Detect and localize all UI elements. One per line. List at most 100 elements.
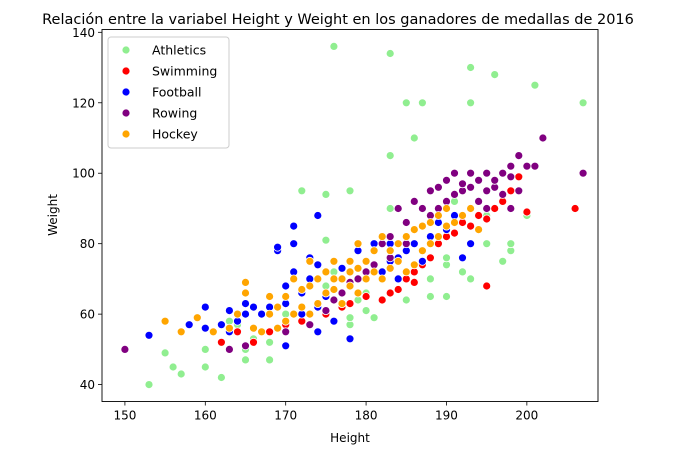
data-point-hockey-56 bbox=[442, 204, 451, 213]
data-point-swimming-11 bbox=[385, 288, 395, 298]
legend: Athletics Swimming Football Rowing Hockey bbox=[107, 36, 230, 149]
y-tick-label-120: 120 bbox=[72, 96, 95, 110]
data-point-athletics-36 bbox=[385, 49, 395, 58]
data-point-athletics-13 bbox=[265, 355, 275, 365]
data-point-rowing-33 bbox=[466, 168, 476, 178]
data-point-football-1 bbox=[184, 320, 194, 330]
data-point-hockey-60 bbox=[474, 225, 484, 235]
data-point-hockey-43 bbox=[393, 256, 403, 266]
data-point-football-10 bbox=[249, 302, 258, 312]
data-point-hockey-48 bbox=[409, 225, 419, 235]
data-point-rowing-6 bbox=[329, 295, 339, 305]
data-point-hockey-23 bbox=[313, 299, 323, 309]
legend-label-swimming: Swimming bbox=[152, 64, 217, 79]
data-point-swimming-14 bbox=[409, 277, 419, 287]
data-point-hockey-54 bbox=[433, 211, 443, 220]
data-point-athletics-37 bbox=[401, 295, 411, 305]
data-point-rowing-25 bbox=[433, 182, 443, 192]
data-point-rowing-3 bbox=[281, 327, 291, 337]
data-point-hockey-3 bbox=[208, 327, 218, 337]
data-point-athletics-42 bbox=[425, 274, 435, 284]
data-point-hockey-9 bbox=[257, 327, 267, 337]
data-point-hockey-40 bbox=[377, 232, 387, 242]
data-point-swimming-20 bbox=[450, 228, 459, 238]
data-point-athletics-35 bbox=[385, 151, 395, 161]
data-point-football-18 bbox=[289, 239, 299, 249]
data-point-hockey-17 bbox=[289, 274, 299, 284]
data-point-hockey-12 bbox=[273, 323, 283, 333]
data-point-rowing-7 bbox=[337, 288, 347, 298]
data-point-hockey-13 bbox=[273, 302, 283, 312]
y-axis-ticks: 40 60 80 100 120 140 bbox=[72, 26, 102, 392]
data-point-football-16 bbox=[281, 281, 291, 291]
data-point-rowing-42 bbox=[498, 189, 508, 199]
data-point-athletics-21 bbox=[321, 235, 331, 245]
data-point-football-29 bbox=[329, 316, 339, 326]
legend-marker-athletics bbox=[121, 45, 131, 55]
data-point-athletics-10 bbox=[241, 355, 250, 365]
data-point-swimming-22 bbox=[466, 221, 476, 231]
data-point-athletics-54 bbox=[490, 70, 500, 79]
data-point-rowing-27 bbox=[442, 175, 451, 185]
data-point-hockey-52 bbox=[425, 218, 435, 227]
data-point-hockey-16 bbox=[289, 309, 299, 319]
data-point-hockey-38 bbox=[369, 267, 379, 277]
data-point-athletics-0 bbox=[144, 380, 154, 390]
data-point-hockey-50 bbox=[417, 221, 427, 231]
data-point-athletics-5 bbox=[200, 344, 210, 354]
data-point-athletics-4 bbox=[200, 362, 210, 372]
data-point-swimming-9 bbox=[361, 292, 371, 301]
data-point-athletics-60 bbox=[578, 98, 588, 108]
data-point-hockey-15 bbox=[281, 292, 291, 301]
x-tick-label-190: 190 bbox=[435, 409, 458, 423]
data-point-hockey-7 bbox=[241, 277, 250, 287]
data-point-rowing-51 bbox=[578, 168, 588, 178]
legend-box bbox=[107, 36, 230, 149]
data-point-athletics-6 bbox=[216, 373, 226, 382]
data-point-rowing-36 bbox=[482, 204, 492, 213]
data-point-swimming-29 bbox=[514, 172, 524, 182]
data-point-rowing-19 bbox=[409, 196, 419, 206]
data-point-swimming-1 bbox=[233, 327, 242, 337]
data-point-rowing-48 bbox=[522, 161, 532, 171]
data-point-hockey-21 bbox=[305, 281, 315, 291]
data-point-hockey-34 bbox=[353, 288, 363, 298]
data-point-athletics-34 bbox=[385, 204, 395, 213]
legend-label-football: Football bbox=[152, 85, 201, 100]
data-point-hockey-4 bbox=[224, 323, 234, 333]
data-point-hockey-5 bbox=[233, 309, 242, 319]
data-point-swimming-12 bbox=[393, 285, 403, 294]
data-point-hockey-14 bbox=[281, 316, 291, 326]
data-point-football-0 bbox=[144, 330, 154, 340]
data-point-rowing-40 bbox=[490, 175, 500, 185]
legend-marker-hockey bbox=[121, 129, 131, 139]
data-point-football-2 bbox=[200, 323, 210, 333]
y-tick-label-40: 40 bbox=[80, 378, 95, 392]
legend-label-athletics: Athletics bbox=[152, 43, 206, 58]
data-point-hockey-6 bbox=[241, 288, 250, 298]
data-point-hockey-46 bbox=[401, 232, 411, 242]
data-point-swimming-2 bbox=[249, 337, 258, 347]
data-point-rowing-21 bbox=[417, 204, 427, 213]
data-point-hockey-31 bbox=[345, 281, 355, 291]
x-tick-label-170: 170 bbox=[274, 409, 297, 423]
data-point-athletics-22 bbox=[321, 189, 331, 199]
data-point-hockey-37 bbox=[361, 256, 371, 266]
data-point-athletics-55 bbox=[498, 256, 508, 266]
data-point-football-26 bbox=[313, 260, 323, 270]
data-point-hockey-57 bbox=[450, 218, 459, 227]
data-point-hockey-58 bbox=[458, 211, 467, 220]
data-point-rowing-14 bbox=[385, 232, 395, 242]
data-point-hockey-42 bbox=[385, 246, 395, 256]
data-point-hockey-32 bbox=[345, 267, 355, 277]
data-point-rowing-37 bbox=[482, 186, 492, 196]
data-point-swimming-24 bbox=[482, 281, 492, 291]
data-point-athletics-31 bbox=[369, 313, 379, 323]
legend-marker-rowing bbox=[121, 108, 131, 118]
data-point-hockey-0 bbox=[160, 316, 170, 326]
data-point-hockey-49 bbox=[417, 246, 427, 256]
data-point-athletics-52 bbox=[482, 239, 492, 249]
data-point-hockey-47 bbox=[409, 260, 419, 270]
data-point-football-31 bbox=[337, 263, 347, 273]
data-point-rowing-35 bbox=[474, 175, 484, 185]
